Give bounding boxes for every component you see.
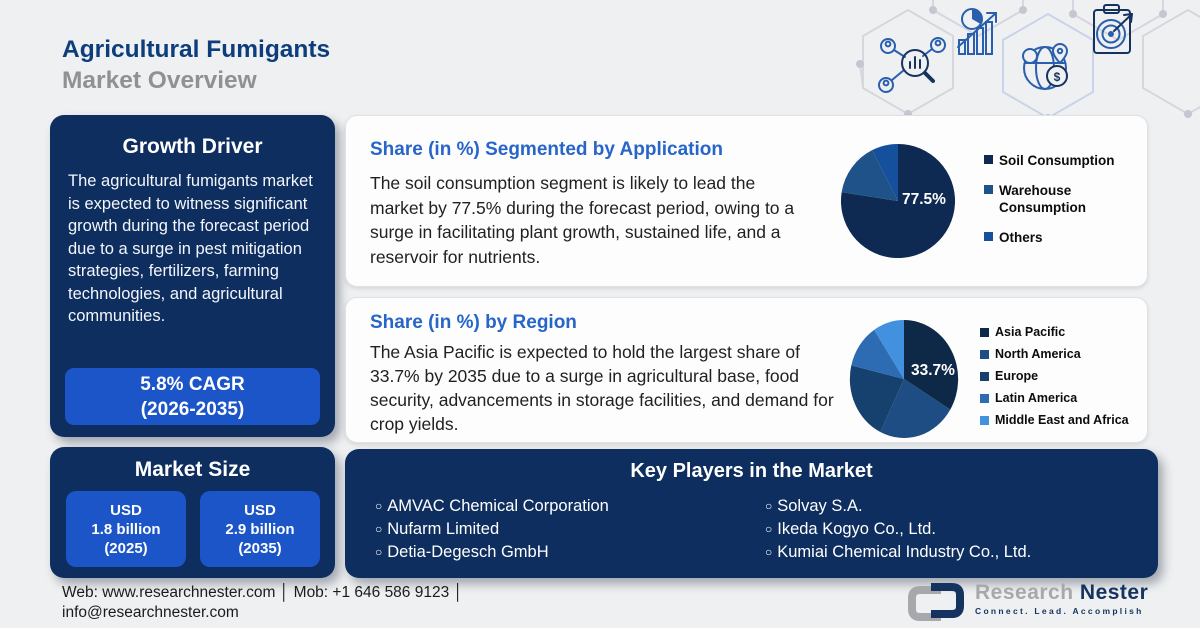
market-size-2025-value: 1.8 billion — [91, 520, 161, 538]
key-player-item: ○ AMVAC Chemical Corporation — [375, 497, 609, 515]
legend-swatch-icon — [980, 394, 989, 403]
pie-slice-latin-america — [851, 329, 904, 379]
market-size-title: Market Size — [134, 458, 251, 481]
growth-chart-icon — [957, 8, 997, 55]
pie-slice-asia-pacific — [904, 320, 959, 410]
research-nester-logo: Research Nester Connect. Lead. Accomplis… — [903, 582, 1163, 626]
application-card-title: Share (in %) Segmented by Application — [370, 139, 723, 160]
key-players-panel: Key Players in the Market ○ AMVAC Chemica… — [345, 449, 1158, 578]
pie-slice-others — [872, 143, 898, 201]
region-legend: Asia Pacific North America Europe Latin Ame… — [980, 325, 1145, 435]
growth-driver-body: The agricultural fumigants market is exp… — [68, 172, 313, 325]
key-player-item: ○ Solvay S.A. — [765, 497, 863, 515]
application-pie-label: 77.5% — [902, 191, 946, 208]
cagr-period: (2026-2035) — [140, 398, 245, 420]
legend-item: Others — [984, 229, 1144, 246]
application-legend: Soil Consumption Warehouse Consumption Oth… — [984, 152, 1144, 259]
footer-contact: Web: www.researchnester.com │ Mob: +1 64… — [62, 583, 463, 622]
market-size-2035-badge: USD 2.9 billion (2035) — [200, 491, 320, 567]
region-card-title: Share (in %) by Region — [370, 312, 577, 333]
svg-text:$: $ — [1054, 70, 1061, 84]
logo-chain-icon — [908, 583, 964, 621]
logo-word-nester: Nester — [1079, 581, 1149, 604]
application-pie-chart — [840, 143, 956, 259]
application-share-card: Share (in %) Segmented by Application Th… — [345, 115, 1148, 287]
key-player-item: ○ Kumiai Chemical Industry Co., Ltd. — [765, 543, 1032, 561]
pie-slice-soil-consumption — [840, 143, 956, 259]
market-size-2025-year: (2025) — [104, 539, 148, 557]
circle-bullet-icon: ○ — [765, 499, 773, 513]
key-player-item: ○ Nufarm Limited — [375, 520, 500, 538]
application-card-body: The soil consumption segment is likely t… — [370, 173, 795, 267]
global-market-icon: $ — [1022, 42, 1069, 90]
legend-swatch-icon — [984, 155, 993, 164]
market-size-2025-badge: USD 1.8 billion (2025) — [66, 491, 186, 567]
growth-driver-title: Growth Driver — [122, 135, 263, 158]
key-players-column-2: ○ Solvay S.A. ○ Ikeda Kogyo Co., Ltd. ○ Kumia… — [765, 495, 1031, 564]
region-pie-label: 33.7% — [911, 362, 955, 379]
target-clipboard-icon — [1093, 4, 1133, 54]
cagr-badge: 5.8% CAGR (2026-2035) — [65, 368, 320, 425]
market-size-2035-year: (2035) — [238, 539, 282, 557]
key-players-title: Key Players in the Market — [630, 460, 873, 482]
legend-swatch-icon — [980, 372, 989, 381]
key-player-item: ○ Detia-Degesch GmbH — [375, 543, 549, 561]
region-share-card: Share (in %) by Region The Asia Pacific … — [345, 297, 1148, 443]
pie-slice-north-america — [880, 379, 951, 438]
hexagon-pattern: $ — [856, 0, 1200, 120]
legend-swatch-icon — [980, 328, 989, 337]
footer-email[interactable]: info@researchnester.com — [62, 603, 239, 621]
key-player-item: ○ Ikeda Kogyo Co., Ltd. — [765, 520, 936, 538]
legend-swatch-icon — [980, 416, 989, 425]
circle-bullet-icon: ○ — [765, 522, 773, 536]
market-size-2035-value: 2.9 billion — [225, 520, 295, 538]
pie-slice-warehouse-consumption — [841, 150, 898, 201]
legend-item: Europe — [980, 369, 1145, 383]
logo-word-research: Research — [975, 581, 1074, 604]
region-pie-chart — [849, 320, 959, 438]
legend-item: Asia Pacific — [980, 325, 1145, 339]
legend-swatch-icon — [984, 185, 993, 194]
legend-item: Soil Consumption — [984, 152, 1144, 169]
legend-item: Warehouse Consumption — [984, 182, 1144, 216]
market-size-2035-currency: USD — [244, 501, 276, 519]
legend-item: Middle East and Africa — [980, 413, 1145, 427]
circle-bullet-icon: ○ — [375, 499, 383, 513]
circle-bullet-icon: ○ — [765, 545, 773, 559]
logo-tagline: Connect. Lead. Accomplish — [975, 606, 1144, 616]
circle-bullet-icon: ○ — [375, 522, 383, 536]
legend-swatch-icon — [984, 232, 993, 241]
footer-web-mobile[interactable]: Web: www.researchnester.com │ Mob: +1 64… — [62, 584, 464, 601]
page-title-line1: Agricultural Fumigants — [62, 36, 331, 63]
page-title-line2: Market Overview — [62, 67, 257, 94]
pie-slice-europe — [849, 365, 904, 433]
circle-bullet-icon: ○ — [375, 545, 383, 559]
legend-item: Latin America — [980, 391, 1145, 405]
cagr-value: 5.8% CAGR — [140, 373, 245, 395]
legend-swatch-icon — [980, 350, 989, 359]
legend-item: North America — [980, 347, 1145, 361]
market-size-panel: Market Size USD 1.8 billion (2025) USD 2… — [50, 447, 335, 578]
pie-slice-middle-east-and-africa — [874, 320, 904, 379]
market-analysis-icon — [878, 37, 946, 93]
region-card-body: The Asia Pacific is expected to hold the… — [370, 342, 834, 434]
market-size-2025-currency: USD — [110, 501, 142, 519]
key-players-column-1: ○ AMVAC Chemical Corporation ○ Nufarm Limit… — [375, 495, 609, 564]
page-title: Agricultural Fumigants Market Overview — [62, 34, 330, 96]
growth-driver-panel: Growth Driver The agricultural fumigants… — [50, 115, 335, 437]
